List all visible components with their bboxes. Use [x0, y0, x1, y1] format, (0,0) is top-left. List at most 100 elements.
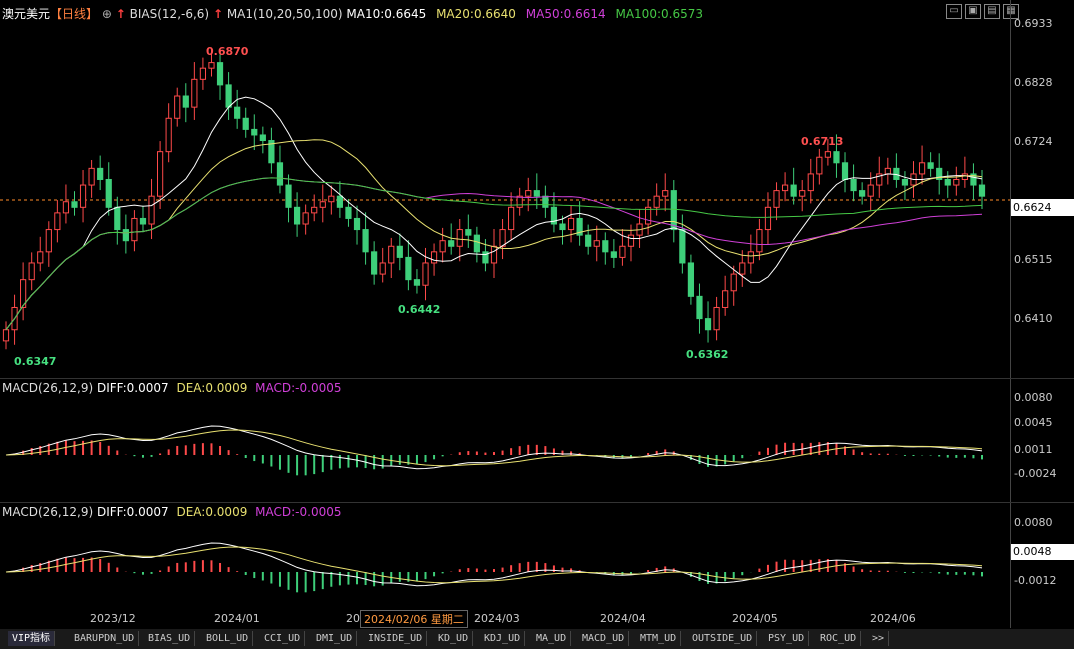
tab-more[interactable]: >> [868, 631, 890, 646]
candle-body [619, 245, 626, 258]
candle-body [353, 217, 361, 231]
candle-body [371, 251, 378, 275]
candle-body [901, 178, 909, 186]
window-button-1[interactable]: ▭ [946, 4, 962, 19]
macd1-dea-line [5, 429, 983, 467]
bias-label[interactable]: BIAS(12,-6,6) [129, 7, 210, 21]
candle-body [131, 217, 138, 242]
candle-body [482, 251, 489, 264]
ma10-value: MA10:0.6645 [346, 7, 427, 21]
macd1-histogram [13, 440, 983, 476]
ma-label[interactable]: MA1(10,20,50,100) [226, 7, 343, 21]
tab-dmi[interactable]: DMI_UD [312, 631, 358, 646]
ma100-value: MA100:0.6573 [615, 7, 703, 21]
candle-body [216, 62, 224, 86]
x-label-6: 2024/05 [732, 612, 778, 625]
candle-body [191, 78, 198, 108]
candle-body [867, 184, 874, 197]
candle-body [833, 151, 840, 164]
candle-body [816, 156, 823, 175]
candle-body [182, 95, 189, 108]
candle-body [944, 178, 951, 186]
candle-body [311, 206, 318, 214]
macd1-axis-1: 0.0080 [1014, 391, 1053, 404]
tab-ma[interactable]: MA_UD [532, 631, 572, 646]
panel-separator-2 [0, 502, 1074, 503]
candle-body [71, 201, 78, 208]
ma20-value: MA20:0.6640 [436, 7, 516, 21]
candle-body [122, 229, 129, 242]
tab-inside[interactable]: INSIDE_UD [364, 631, 428, 646]
macd2-title[interactable]: MACD(26,12,9) [2, 505, 94, 519]
x-label-2: 2024/01 [214, 612, 260, 625]
window-button-3[interactable]: ▤ [984, 4, 1000, 19]
tab-kd[interactable]: KD_UD [434, 631, 474, 646]
candle-body [62, 201, 70, 214]
candle-body [687, 262, 695, 297]
candle-body [876, 173, 883, 186]
tab-boll[interactable]: BOLL_UD [202, 631, 254, 646]
candle-body [54, 212, 61, 231]
candle-body [199, 67, 207, 80]
candle-body [174, 95, 181, 119]
axis-label-1: 0.6933 [1014, 17, 1053, 30]
macd2-dea-line [5, 546, 983, 584]
high-annotation-2: 0.6713 [801, 135, 844, 148]
high-annotation-1: 0.6870 [206, 45, 249, 58]
tab-outside[interactable]: OUTSIDE_UD [688, 631, 758, 646]
tab-kdj[interactable]: KDJ_UD [480, 631, 526, 646]
candle-body [602, 240, 609, 253]
candle-body [542, 195, 549, 208]
candle-body [593, 240, 600, 247]
axis-label-3: 0.6724 [1014, 135, 1053, 148]
candle-body [713, 306, 720, 331]
crosshair-date: 2024/02/06 星期二 [360, 610, 468, 628]
candle-body [927, 162, 934, 169]
x-label-4: 2024/03 [474, 612, 520, 625]
price-chart[interactable] [0, 0, 1010, 628]
candle-body [242, 117, 249, 130]
tab-barupdn[interactable]: BARUPDN_UD [70, 631, 140, 646]
candle-body [448, 240, 455, 247]
macd1-title[interactable]: MACD(26,12,9) [2, 381, 94, 395]
candle-body [585, 234, 592, 247]
candle-body [576, 217, 583, 236]
candle-body [773, 190, 780, 208]
candle-body [251, 128, 258, 136]
candle-body [362, 229, 369, 253]
low-annotation-1: 0.6347 [14, 355, 57, 368]
tab-roc[interactable]: ROC_UD [816, 631, 862, 646]
window-button-2[interactable]: ▣ [965, 4, 981, 19]
candle-body [841, 162, 849, 180]
panel-separator-1 [0, 378, 1074, 379]
candle-body [396, 245, 403, 258]
axis-label-2: 0.6828 [1014, 76, 1053, 89]
macd1-dea: DEA:0.0009 [176, 381, 248, 395]
chart-header: 澳元美元【日线】 ⊕ ↑ BIAS(12,-6,6) ↑ MA1(10,20,5… [2, 5, 703, 22]
tab-vip[interactable]: VIP指标 [8, 631, 56, 646]
macd1-macd: MACD:-0.0005 [255, 381, 342, 395]
candle-body [679, 229, 686, 264]
candle-body [764, 206, 772, 231]
candle-body [490, 245, 498, 264]
candle-body [422, 262, 429, 286]
candle-body [234, 106, 241, 119]
tab-mtm[interactable]: MTM_UD [636, 631, 682, 646]
tab-bias[interactable]: BIAS_UD [144, 631, 196, 646]
settings-icon[interactable]: ⊕ [101, 7, 112, 21]
macd2-axis-3: -0.0012 [1014, 574, 1057, 587]
tab-cci[interactable]: CCI_UD [260, 631, 306, 646]
candle-body [328, 195, 335, 203]
candle-body [319, 201, 326, 208]
tab-macd[interactable]: MACD_UD [578, 631, 630, 646]
candle-body [807, 173, 814, 192]
tab-psy[interactable]: PSY_UD [764, 631, 810, 646]
candlestick-series [2, 47, 986, 350]
candle-body [662, 190, 669, 197]
candle-body [884, 167, 891, 175]
candle-body [148, 195, 155, 225]
candle-body [730, 273, 737, 292]
candle-body [499, 229, 506, 247]
candle-body [97, 167, 104, 180]
period-label[interactable]: 【日线】 [50, 7, 99, 21]
